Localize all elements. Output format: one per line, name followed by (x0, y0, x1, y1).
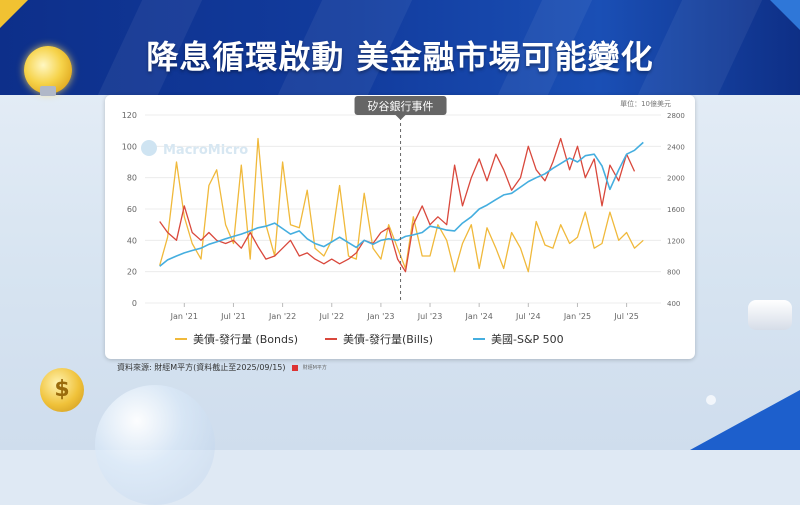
series-line (159, 137, 636, 273)
chart-series (159, 137, 644, 273)
y-left-tick-label: 80 (127, 174, 137, 183)
y-axis-left: 0 20 40 60 80 100 120 (122, 111, 137, 308)
corner-decoration (0, 0, 28, 28)
legend-item: 美國-S&P 500 (473, 333, 564, 346)
line-chart: MacroMicro 0 20 40 60 80 100 120 400 800 1200 160… (122, 96, 685, 346)
x-tick-label: Jul '21 (220, 312, 246, 321)
y-left-tick-label: 20 (127, 268, 137, 277)
coin-icon: $ (40, 368, 84, 412)
lightbulb-base (40, 86, 56, 96)
unit-label: 單位：10億美元 (620, 99, 671, 108)
chart-legend: 美債-發行量 (Bonds) 美債-發行量(Bills) 美國-S&P 500 (175, 332, 564, 346)
legend-label: 美債-發行量 (Bonds) (193, 332, 298, 346)
x-tick-label: Jan '25 (563, 312, 591, 321)
annotation-label: 矽谷銀行事件 (368, 99, 434, 113)
glass-sphere-decoration (95, 385, 215, 505)
title-banner: 降息循環啟動 美金融市場可能變化 (0, 0, 800, 95)
y-axis-right: 400 800 1200 1600 2000 2400 2800 (667, 112, 685, 308)
x-tick-label: Jul '25 (613, 312, 639, 321)
x-tick-label: Jul '22 (318, 312, 344, 321)
series-line (159, 141, 644, 267)
annotation-box (354, 96, 447, 115)
y-right-tick-label: 2000 (667, 175, 685, 183)
page-title: 降息循環啟動 美金融市場可能變化 (146, 38, 654, 76)
y-right-tick-label: 2400 (667, 143, 685, 151)
source-note: 資料來源: 財經M平方(資料截止至2025/09/15) 財經M平方 (117, 362, 327, 373)
legend-item: 美債-發行量 (Bonds) (175, 332, 298, 346)
x-tick-label: Jan '22 (268, 312, 296, 321)
legend-label: 美債-發行量(Bills) (343, 332, 433, 346)
watermark-text: MacroMicro (163, 143, 248, 158)
watermark-icon (141, 140, 157, 156)
brand-name: 財經M平方 (302, 365, 327, 371)
y-left-tick-label: 0 (132, 299, 137, 308)
series-line (159, 137, 644, 273)
x-tick-label: Jan '23 (366, 312, 394, 321)
cylinder-decoration (748, 300, 792, 330)
corner-decoration (690, 390, 800, 450)
y-right-tick-label: 400 (667, 300, 680, 308)
chart-annotation: 矽谷銀行事件 (354, 96, 447, 303)
y-left-tick-label: 100 (122, 142, 137, 151)
y-left-tick-label: 60 (127, 205, 137, 214)
source-text: 資料來源: 財經M平方(資料截止至2025/09/15) (117, 363, 286, 372)
legend-item: 美債-發行量(Bills) (325, 332, 433, 346)
y-right-tick-label: 800 (667, 269, 680, 277)
y-left-tick-label: 120 (122, 111, 137, 120)
annotation-pointer (395, 115, 406, 120)
x-tick-label: Jul '24 (515, 312, 541, 321)
x-tick-label: Jul '23 (417, 312, 443, 321)
x-tick-label: Jan '24 (465, 312, 493, 321)
chart-card: MacroMicro 0 20 40 60 80 100 120 400 800 1200 160… (105, 95, 695, 359)
x-tick-label: Jan '21 (170, 312, 198, 321)
corner-decoration (770, 0, 800, 30)
y-right-tick-label: 2800 (667, 112, 685, 120)
y-left-tick-label: 40 (127, 236, 137, 245)
legend-label: 美國-S&P 500 (491, 333, 564, 346)
chart-watermark: MacroMicro (141, 140, 248, 158)
x-axis: Jan '21 Jul '21 Jan '22 Jul '22 Jan '23 Jul '… (170, 303, 639, 321)
brand-logo-icon (292, 364, 299, 371)
y-right-tick-label: 1600 (667, 206, 685, 214)
y-right-tick-label: 1200 (667, 237, 685, 245)
